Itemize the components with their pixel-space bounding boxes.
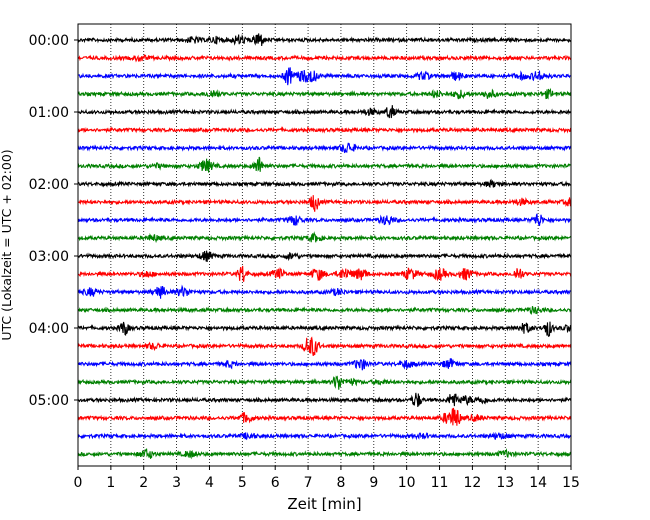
y-tick-label: 02:00 [29,177,69,193]
trace-row [77,375,572,390]
x-tick-label: 11 [431,475,449,491]
y-tick-label: 01:00 [29,105,69,121]
x-tick-label: 1 [106,475,115,491]
trace-row [77,126,572,134]
trace-row [77,358,572,371]
x-tick-label: 5 [238,475,247,491]
trace-row [77,321,572,337]
trace-row [77,336,572,356]
y-tick-label: 03:00 [29,249,69,265]
x-axis-label: Zeit [min] [287,495,361,513]
y-axis-ticks: 00:00 01:00 02:00 03:00 04:00 05:00 [29,33,78,409]
x-tick-label: 10 [398,475,416,491]
trace-row [77,142,572,154]
trace-row [77,431,572,441]
trace-row [77,105,572,119]
trace-row [77,67,572,86]
trace-row [77,250,572,262]
y-tick-label: 05:00 [29,393,69,409]
trace-row [77,231,572,244]
trace-row [77,178,572,188]
x-tick-label: 0 [74,475,83,491]
x-axis-ticks: 0 1 2 3 4 5 6 7 8 9 10 11 12 13 14 15 [74,466,580,491]
trace-row [77,448,572,460]
x-tick-label: 12 [463,475,481,491]
x-tick-label: 9 [369,475,378,491]
trace-row [77,156,572,173]
x-tick-label: 4 [205,475,214,491]
y-tick-label: 04:00 [29,321,69,337]
plot-frame [77,23,572,467]
x-tick-label: 15 [562,475,580,491]
x-tick-label: 3 [172,475,181,491]
trace-row [77,284,572,299]
trace-row [77,306,572,316]
trace-row [77,54,572,63]
trace-row [77,195,572,212]
trace-row [77,33,572,47]
x-tick-label: 7 [304,475,313,491]
trace-row [77,87,572,100]
trace-group [77,33,572,460]
trace-row [77,265,572,282]
x-tick-label: 2 [139,475,148,491]
x-tick-label: 13 [496,475,514,491]
x-tick-label: 8 [336,475,345,491]
y-tick-label: 00:00 [29,33,69,49]
trace-row [77,392,572,407]
y-axis-label: UTC (Lokalzeit = UTC + 02:00) [0,149,14,340]
trace-row [77,213,572,226]
x-tick-label: 6 [271,475,280,491]
trace-row [77,407,572,426]
x-tick-label: 14 [529,475,547,491]
